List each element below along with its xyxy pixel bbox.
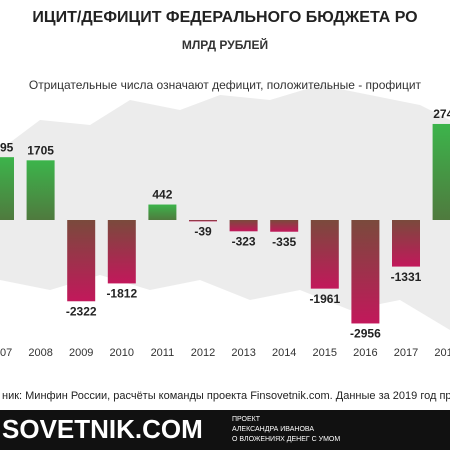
x-tick-label: 2009 — [69, 347, 93, 359]
data-label: -335 — [272, 235, 296, 249]
x-tick-label: 2015 — [313, 347, 337, 359]
bar — [392, 220, 420, 267]
x-tick-label: 2011 — [151, 347, 175, 359]
x-tick-label: 2007 — [0, 347, 12, 359]
data-label: -323 — [232, 234, 256, 248]
data-label: 1795 — [0, 140, 14, 154]
data-label: -2322 — [66, 304, 97, 318]
bar — [189, 220, 217, 222]
x-tick-label: 2017 — [394, 347, 418, 359]
bar — [310, 220, 339, 289]
data-label: -1331 — [391, 270, 422, 284]
x-tick-label: 2008 — [28, 347, 52, 359]
x-tick-label: 2018 — [434, 347, 450, 359]
x-tick-label: 2013 — [231, 347, 255, 359]
bar — [351, 220, 380, 324]
logo-note: ПРОЕКТ — [232, 416, 261, 423]
bar — [148, 204, 177, 220]
logo-note: О ВЛОЖЕНИЯХ ДЕНЕГ С УМОМ — [232, 436, 340, 443]
bar — [270, 220, 299, 232]
data-label: 1705 — [27, 143, 54, 157]
chart-title: ИЦИТ/ДЕФИЦИТ ФЕДЕРАЛЬНОГО БЮДЖЕТА РО — [32, 9, 417, 26]
source: ник: Минфин России, расчёты команды прое… — [2, 390, 450, 402]
data-label: 2744 — [433, 107, 450, 121]
bar — [107, 220, 136, 284]
footer-bar — [0, 410, 450, 450]
x-tick-label: 2016 — [353, 347, 377, 359]
subtitle: МЛРД РУБЛЕЙ — [182, 37, 268, 52]
annotation: Отрицательные числа означают дефицит, по… — [29, 78, 422, 92]
data-label: 442 — [152, 188, 172, 202]
data-label: -2956 — [350, 327, 381, 341]
x-tick-label: 2010 — [110, 347, 134, 359]
data-label: -1812 — [106, 287, 137, 301]
data-label: -1961 — [309, 292, 340, 306]
x-tick-label: 2012 — [191, 347, 215, 359]
x-tick-label: 2014 — [272, 347, 296, 359]
bar — [67, 220, 96, 302]
bar — [26, 160, 55, 220]
bar — [229, 220, 258, 232]
logo: SOVETNIK.COM — [2, 414, 203, 444]
data-label: -39 — [194, 225, 212, 239]
bar — [0, 157, 14, 220]
logo-note: АЛЕКСАНДРА ИВАНОВА — [232, 426, 314, 433]
bar — [432, 123, 450, 220]
